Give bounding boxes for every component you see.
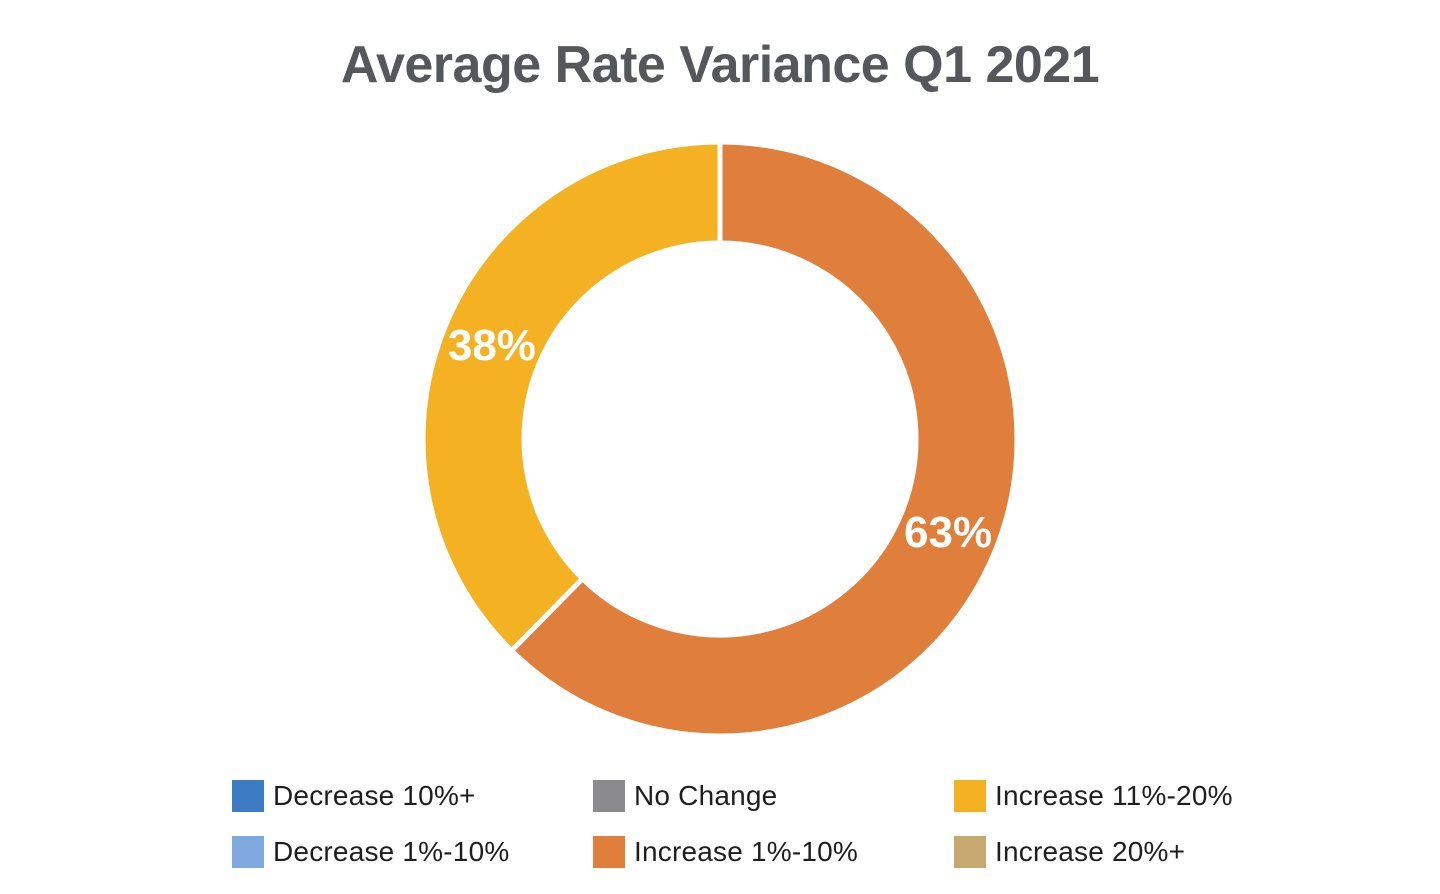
chart-legend: Decrease 10%+ Decrease 1%-10% No Change … — [232, 779, 1440, 868]
legend-swatch-increase-11-20 — [954, 779, 986, 812]
legend-item-increase-1-10: Increase 1%-10% — [593, 835, 954, 868]
legend-swatch-increase-1-10 — [593, 835, 625, 868]
legend-item-increase-20-plus: Increase 20%+ — [954, 835, 1315, 868]
slice-label-increase-11-20: 38% — [448, 321, 536, 370]
chart-title: Average Rate Variance Q1 2021 — [340, 36, 1100, 94]
donut-slice-increase-1-10 — [509, 139, 1020, 739]
legend-label-increase-20-plus: Increase 20%+ — [995, 835, 1186, 867]
legend-swatch-decrease-10-plus — [232, 779, 264, 812]
legend-label-no-change: No Change — [634, 779, 778, 811]
legend-item-decrease-10-plus: Decrease 10%+ — [232, 779, 593, 812]
legend-item-no-change: No Change — [593, 779, 954, 812]
legend-item-increase-11-20: Increase 11%-20% — [954, 779, 1315, 812]
legend-swatch-increase-20-plus — [954, 835, 986, 868]
legend-swatch-no-change — [593, 779, 625, 812]
legend-swatch-decrease-1-10 — [232, 835, 264, 868]
legend-label-decrease-10-plus: Decrease 10%+ — [273, 779, 476, 811]
slice-label-increase-1-10: 63% — [904, 508, 992, 557]
legend-item-decrease-1-10: Decrease 1%-10% — [232, 835, 593, 868]
donut-chart: 63% 38% — [420, 139, 1020, 739]
donut-chart-svg: 63% 38% — [420, 139, 1020, 739]
legend-label-decrease-1-10: Decrease 1%-10% — [273, 835, 510, 867]
legend-label-increase-11-20: Increase 11%-20% — [995, 779, 1233, 811]
legend-label-increase-1-10: Increase 1%-10% — [634, 835, 859, 867]
donut-slice-increase-11-20 — [420, 139, 723, 653]
